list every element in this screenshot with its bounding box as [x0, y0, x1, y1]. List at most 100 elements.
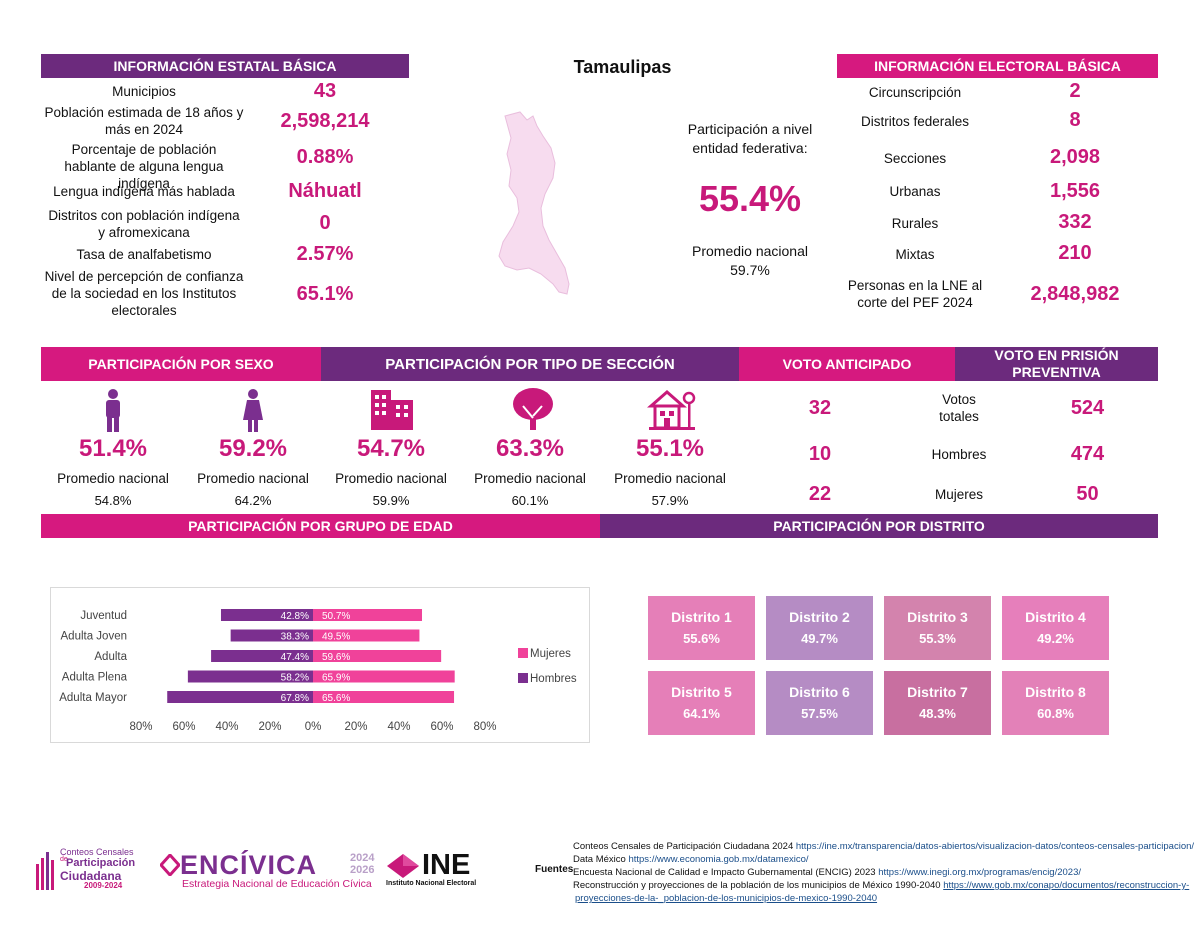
district-tile: Distrito 8 60.8%	[1002, 671, 1109, 735]
fuente-link[interactable]: https://www.economia.gob.mx/datamexico/	[628, 854, 809, 865]
bar-mujeres	[313, 670, 455, 683]
fuente-link[interactable]: https://www.gob.mx/conapo/documentos/rec…	[943, 880, 1190, 891]
district-tile: Distrito 2 49.7%	[766, 596, 873, 660]
voto-prision-label: Hombres	[931, 447, 987, 462]
buildings-icon	[371, 390, 413, 430]
voto-anticipado-value: 10	[808, 443, 832, 465]
electoral-value: 8	[1069, 109, 1081, 131]
participacion-entidad-label: Participación a nivel entidad federativa…	[687, 121, 813, 156]
x-tick-label: 20%	[258, 721, 281, 733]
participacion-distrito-header: PARTICIPACIÓN POR DISTRITO	[600, 514, 1158, 538]
bar-hombres	[220, 609, 313, 621]
conteos-bars-icon	[36, 852, 54, 890]
promedio-nacional-value: 59.7%	[730, 262, 770, 278]
estatal-value: 2.57%	[296, 243, 354, 265]
estatal-value: 0	[319, 212, 331, 234]
bar-label-hombres: 47.4%	[281, 652, 309, 663]
state-map-icon	[498, 111, 570, 295]
voto-prision-label: Votos totales	[939, 392, 979, 424]
x-tick-label: 80%	[473, 721, 496, 733]
voto-prision-value: 474	[1070, 443, 1105, 465]
age-category-label: Adulta Plena	[62, 672, 128, 684]
conteos-line: Participación	[66, 857, 136, 869]
fuente-line: Data México https://www.economia.gob.mx/…	[573, 853, 809, 866]
voto-anticipado-header: VOTO ANTICIPADO	[739, 347, 955, 381]
bar-hombres	[167, 691, 313, 703]
electoral-label: Urbanas	[889, 184, 941, 199]
bar-label-hombres: 42.8%	[281, 611, 309, 622]
fuente-link[interactable]: proyecciones-de-la-_poblacion-de-los-mun…	[575, 893, 878, 904]
conteos-line: de	[60, 856, 68, 863]
participacion-value: 63.3%	[495, 435, 565, 462]
estatal-label: Municipios	[112, 84, 176, 99]
bar-hombres	[187, 670, 313, 683]
conteos-line: Ciudadana	[60, 869, 122, 883]
fuentes-label: Fuentes	[535, 864, 574, 875]
participacion-edad-header: PARTICIPACIÓN POR GRUPO DE EDAD	[41, 514, 600, 538]
x-tick-label: 60%	[172, 721, 195, 733]
electoral-value: 2,848,982	[1030, 283, 1120, 305]
voto-anticipado-value: 22	[808, 483, 832, 505]
fuente-line: Encuesta Nacional de Calidad e Impacto G…	[573, 866, 1081, 879]
estatal-label: Nivel de percepción de confianza de la s…	[44, 269, 244, 318]
ine-mark-icon	[387, 854, 419, 878]
fuente-line: proyecciones-de-la-_poblacion-de-los-mun…	[575, 892, 877, 905]
district-name: Distrito 3	[907, 609, 968, 625]
estatal-value: 65.1%	[296, 283, 354, 305]
bar-label-hombres: 38.3%	[281, 632, 309, 643]
electoral-label: Distritos federales	[860, 114, 970, 129]
encivica-wordmark: ENCÍVICA	[180, 850, 318, 880]
estatal-label: Porcentaje de población hablante de algu…	[64, 142, 224, 191]
tree-icon	[513, 388, 553, 430]
district-name: Distrito 2	[789, 609, 850, 625]
electoral-value: 1,556	[1049, 180, 1101, 202]
fuente-link[interactable]: https://ine.mx/transparencia/datos-abier…	[795, 841, 1195, 852]
age-chart-frame: Juventud 42.8% 50.7% Adulta Joven 38.3% 49.5%…	[50, 587, 590, 743]
bar-label-mujeres: 65.9%	[322, 673, 350, 684]
participacion-value: 51.4%	[78, 435, 148, 462]
electoral-label: Mixtas	[895, 247, 935, 262]
voto-prision-value: 50	[1076, 483, 1099, 505]
district-value: 60.8%	[1037, 706, 1074, 721]
age-category-label: Juventud	[80, 610, 127, 622]
age-category-label: Adulta Joven	[61, 631, 128, 643]
voto-prision-value: 524	[1070, 397, 1105, 419]
electoral-label: Personas en la LNE al corte del PEF 2024	[847, 278, 983, 310]
district-name: Distrito 4	[1025, 609, 1086, 625]
x-tick-label: 0%	[305, 721, 322, 733]
estatal-value: Náhuatl	[288, 180, 362, 202]
estatal-label: Lengua indígena más hablada	[53, 184, 235, 199]
bar-mujeres	[313, 691, 455, 703]
participacion-tipo-header: PARTICIPACIÓN POR TIPO DE SECCIÓN	[321, 347, 739, 381]
conteos-censales-logo: Conteos Censales de Participación Ciudad…	[36, 848, 136, 892]
estatal-label: Población estimada de 18 años y más en 2…	[44, 105, 244, 137]
promedio-label: Promedio nacional	[197, 471, 309, 486]
participacion-sexo-header: PARTICIPACIÓN POR SEXO	[41, 347, 321, 381]
fuente-text: Conteos Censales de Participación Ciudad…	[573, 841, 794, 852]
age-category-label: Adulta Mayor	[59, 692, 127, 704]
district-name: Distrito 1	[671, 609, 732, 625]
fuente-link[interactable]: https://www.inegi.org.mx/programas/encig…	[878, 867, 1081, 878]
voto-prision-label: Mujeres	[934, 487, 983, 502]
x-tick-label: 80%	[129, 721, 152, 733]
district-tile: Distrito 6 57.5%	[766, 671, 873, 735]
house-tree-icon	[647, 390, 696, 430]
district-name: Distrito 7	[907, 684, 968, 700]
bar-hombres	[211, 650, 313, 662]
encivica-year: 2024	[350, 852, 375, 864]
age-chart: Juventud 42.8% 50.7% Adulta Joven 38.3% 49.5%…	[59, 609, 577, 733]
electoral-value: 332	[1058, 211, 1092, 233]
conteos-line: 2009-2024	[84, 881, 123, 890]
district-value: 48.3%	[919, 706, 956, 721]
promedio-label: Promedio nacional	[57, 471, 169, 486]
electoral-value: 2,098	[1049, 146, 1101, 168]
fuente-text: Encuesta Nacional de Calidad e Impacto G…	[573, 867, 876, 878]
legend-swatch	[518, 648, 528, 658]
encivica-logo: ENCÍVICA 2024 2026 Estrategia Nacional d…	[160, 850, 385, 890]
promedio-value: 54.8%	[94, 493, 132, 508]
estatal-header: INFORMACIÓN ESTATAL BÁSICA	[41, 54, 409, 78]
promedio-label: Promedio nacional	[474, 471, 586, 486]
promedio-nacional-label: Promedio nacional	[692, 243, 808, 259]
x-tick-label: 40%	[387, 721, 410, 733]
estatal-value: 0.88%	[296, 146, 354, 168]
